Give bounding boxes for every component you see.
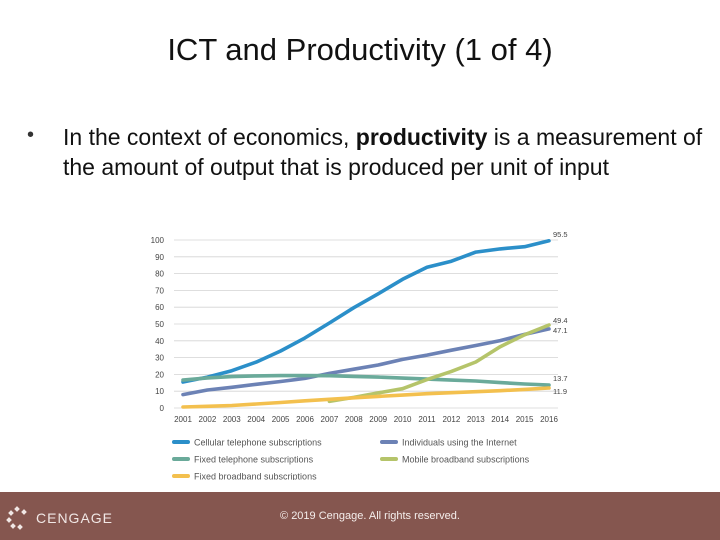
x-tick-label: 2014 [491,415,509,424]
series-end-label: 47.1 [553,326,568,335]
chart-series [181,239,551,409]
series-end-label: 13.7 [553,374,568,383]
legend-label: Fixed telephone subscriptions [194,455,314,465]
x-tick-label: 2009 [369,415,387,424]
x-tick-label: 2011 [418,415,436,424]
y-tick-label: 100 [151,236,165,245]
x-tick-label: 2012 [443,415,461,424]
legend-label: Fixed broadband subscriptions [194,472,317,481]
x-tick-label: 2010 [394,415,412,424]
y-tick-label: 80 [155,270,164,279]
y-tick-label: 60 [155,303,164,312]
x-tick-label: 2006 [296,415,314,424]
copyright-text: © 2019 Cengage. All rights reserved. [280,510,460,522]
y-tick-label: 90 [155,253,164,262]
chart-grid [174,239,558,409]
bullet-text-after: is a measurement of the amount of output… [63,124,703,180]
slide-title: ICT and Productivity (1 of 4) [167,32,553,67]
cengage-wordmark: CENGAGE [36,510,114,526]
y-tick-label: 30 [155,354,164,363]
bullet-text-before: In the context of economics, [63,124,356,150]
series-line [181,327,551,397]
cengage-logo: CENGAGE [6,506,112,530]
legend-label: Cellular telephone subscriptions [194,438,322,448]
x-tick-label: 2013 [467,415,485,424]
series-end-label: 49.4 [553,316,568,325]
footer-bar: CENGAGE © 2019 Cengage. All rights reser… [0,492,720,540]
x-tick-label: 2007 [321,415,339,424]
bullet-marker: • [27,124,35,146]
x-tick-label: 2002 [199,415,217,424]
x-tick-label: 2003 [223,415,241,424]
series-end-label: 11.9 [553,387,567,396]
series-line [181,239,551,384]
bullet-keyword: productivity [355,124,488,150]
series-line [181,386,551,409]
legend-label: Individuals using the Internet [402,438,517,448]
x-tick-label: 2015 [516,415,534,424]
cengage-logo-icon [6,506,27,530]
x-tick-label: 2008 [345,415,363,424]
series-line [327,323,551,404]
bullet-text: In the context of economics, productivit… [63,122,703,182]
y-tick-label: 70 [155,286,164,295]
legend-label: Mobile broadband subscriptions [402,455,530,465]
y-tick-label: 20 [155,370,164,379]
y-tick-label: 10 [155,387,164,396]
y-tick-label: 0 [160,404,165,413]
x-axis-ticks: 2001 2002 2003 2004 2005 2006 2007 2008 2009 2010… [174,415,558,424]
y-axis-ticks: 0 10 20 30 40 50 60 70 80 90 100 [151,236,165,413]
series-line [181,373,551,387]
y-tick-label: 50 [155,320,164,329]
x-tick-label: 2004 [247,415,265,424]
x-tick-label: 2001 [174,415,192,424]
x-tick-label: 2005 [272,415,290,424]
series-end-label: 95.5 [553,230,568,239]
end-labels: 95.5 47.1 13.7 49.4 11.9 [553,230,568,396]
y-tick-label: 40 [155,337,164,346]
x-tick-label: 2016 [540,415,558,424]
chart-legend: Cellular telephone subscriptions Individu… [172,438,530,481]
